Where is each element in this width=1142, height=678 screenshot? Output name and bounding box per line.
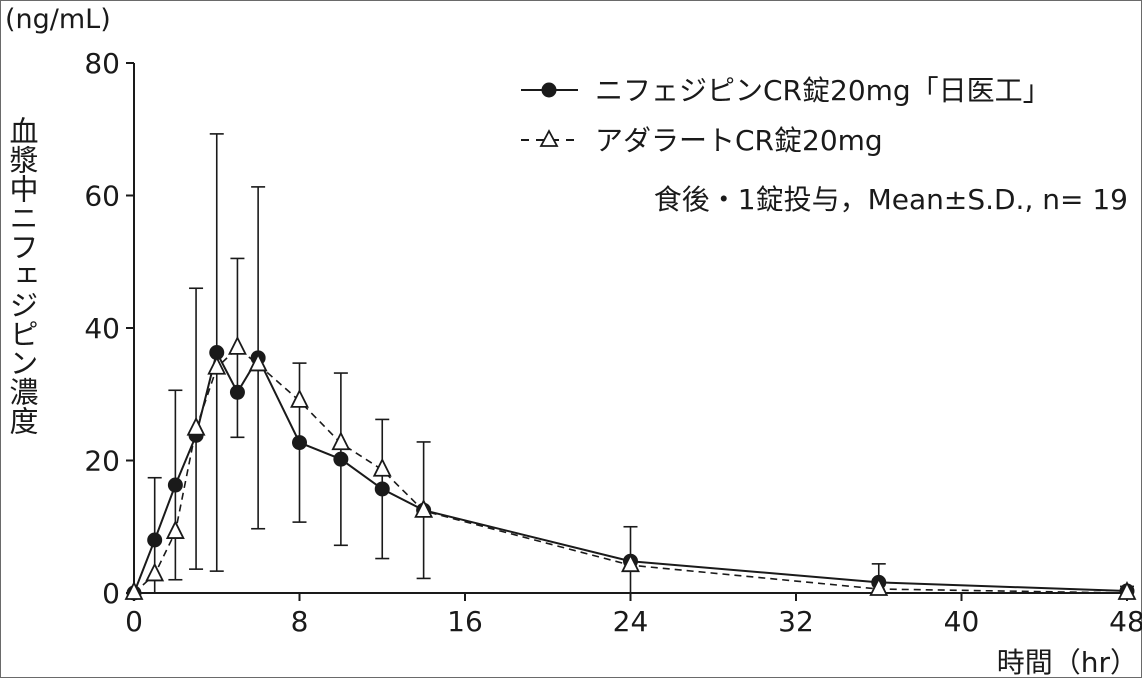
legend: ニフェジピンCR錠20mg「日医工」 アダラートCR錠20mg 食後・1錠投与，…: [521, 74, 1128, 216]
data-point: [292, 435, 307, 451]
data-point: [186, 416, 206, 436]
chart-annotation: 食後・1錠投与，Mean±S.D., n= 19: [654, 183, 1128, 216]
data-point: [209, 345, 225, 361]
y-tick-label: 60: [84, 180, 120, 213]
x-tick-label: 0: [125, 605, 143, 638]
y-axis-label: 血漿中ニフェジピン濃度: [5, 116, 39, 435]
data-point: [145, 562, 165, 582]
x-tick-label: 16: [447, 605, 483, 638]
data-point: [290, 388, 309, 408]
series-line: [133, 346, 1128, 594]
data-point: [229, 384, 245, 400]
y-tick-label: 20: [84, 445, 120, 478]
y-tick-label: 40: [84, 312, 120, 345]
data-point: [372, 457, 392, 477]
data-point: [414, 498, 434, 518]
x-axis-label: 時間（hr）: [997, 646, 1138, 678]
data-point: [147, 532, 163, 548]
data-point: [227, 335, 247, 355]
axes: 0 20 40 60 80 0 8 16 24 32 40 48: [84, 47, 1142, 638]
x-tick-label: 24: [613, 605, 649, 638]
x-tick-label: 32: [778, 605, 814, 638]
series-nifedipine: [133, 133, 1134, 594]
data-point: [207, 355, 227, 375]
legend-label-adalat: アダラートCR錠20mg: [595, 124, 883, 157]
markers-adalat: [124, 335, 1137, 600]
data-point: [1117, 580, 1137, 600]
x-tick-label: 48: [1109, 605, 1142, 638]
data-point: [374, 481, 390, 497]
data-point: [621, 553, 640, 573]
data-point: [167, 477, 183, 493]
data-point: [124, 580, 144, 600]
x-tick-label: 40: [944, 605, 980, 638]
y-tick-label: 0: [102, 577, 120, 610]
data-point: [333, 451, 349, 467]
data-point: [248, 352, 268, 372]
series-layer: [124, 133, 1137, 601]
data-point: [869, 577, 889, 596]
y-tick-label: 80: [84, 47, 120, 80]
series-line: [133, 349, 1128, 594]
y-axis-unit: (ng/mL): [5, 4, 111, 35]
legend-item-adalat: アダラートCR錠20mg: [521, 124, 883, 157]
x-tick-label: 8: [291, 605, 309, 638]
legend-label-nifedipine: ニフェジピンCR錠20mg「日医工」: [595, 74, 1051, 107]
data-point: [331, 431, 351, 451]
data-point: [165, 520, 185, 539]
legend-item-nifedipine: ニフェジピンCR錠20mg「日医工」: [521, 74, 1051, 107]
